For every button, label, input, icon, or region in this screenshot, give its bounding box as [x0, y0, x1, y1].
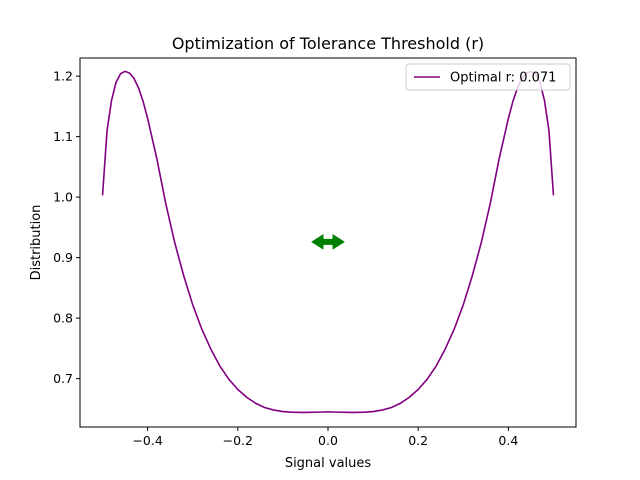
- series-line: [101, 70, 555, 414]
- y-tick-label: 0.7: [53, 371, 73, 386]
- double-arrow-annotation: [311, 233, 345, 250]
- x-axis: −0.4 −0.2 0.0 0.2 0.4: [132, 427, 518, 448]
- x-tick-label: −0.2: [223, 433, 253, 448]
- series-layer: [101, 70, 555, 414]
- annotation-layer: [311, 233, 345, 250]
- legend-label: Optimal r: 0.071: [450, 71, 556, 86]
- y-axis-title: Distribution: [29, 205, 44, 281]
- chart-title: Optimization of Tolerance Threshold (r): [172, 34, 484, 53]
- legend-box: [405, 63, 571, 91]
- x-tick-label: 0.0: [318, 433, 338, 448]
- x-tick-label: −0.4: [132, 433, 162, 448]
- legend: Optimal r: 0.071: [405, 63, 571, 91]
- y-tick-label: 0.8: [53, 311, 73, 326]
- y-tick-label: 0.9: [53, 250, 73, 265]
- x-axis-title: Signal values: [285, 456, 372, 471]
- y-tick-label: 1.1: [53, 129, 73, 144]
- x-tick-label: 0.4: [498, 433, 518, 448]
- y-tick-label: 1.0: [53, 190, 73, 205]
- y-tick-label: 1.2: [53, 69, 73, 84]
- y-axis: 0.7 0.8 0.9 1.0 1.1 1.2: [53, 69, 80, 386]
- x-tick-label: 0.2: [408, 433, 428, 448]
